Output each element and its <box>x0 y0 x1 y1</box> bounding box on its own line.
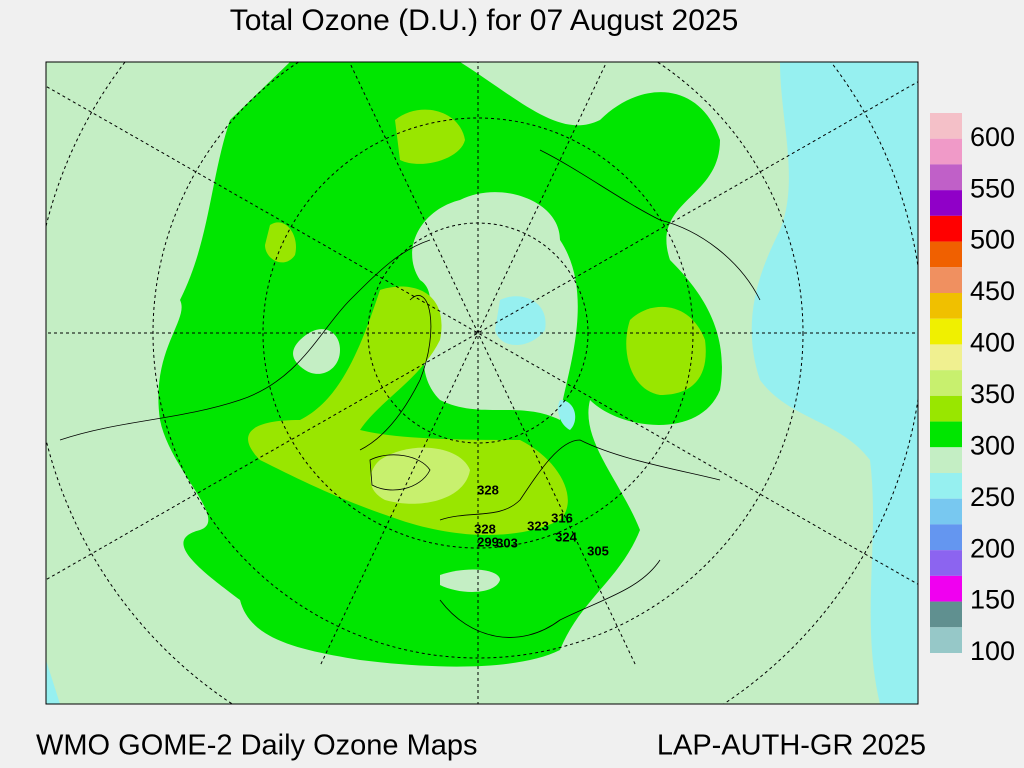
ozone-250-area <box>412 192 578 420</box>
legend-swatch <box>930 601 962 628</box>
legend-label: 450 <box>970 276 1015 306</box>
station-value: 328 <box>477 482 499 497</box>
footer-left: WMO GOME-2 Daily Ozone Maps <box>36 730 478 762</box>
ozone-350-area <box>395 109 465 164</box>
station-value: 303 <box>496 535 518 550</box>
ozone-250-area <box>293 329 340 374</box>
legend-label: 550 <box>970 173 1015 203</box>
legend-swatch <box>930 267 962 293</box>
legend-swatch <box>930 627 962 653</box>
legend-swatch <box>930 318 962 345</box>
ozone-350-area <box>626 306 706 395</box>
legend-swatch <box>930 164 962 191</box>
legend-swatch <box>930 190 962 216</box>
legend-swatch <box>930 215 962 242</box>
legend-label: 100 <box>970 636 1015 666</box>
legend-swatch <box>930 524 962 551</box>
legend-swatch <box>930 344 962 371</box>
ozone-350-area <box>248 286 568 535</box>
low-ozone-area <box>558 400 576 430</box>
ozone-250-area <box>440 569 500 592</box>
legend-swatch <box>930 113 962 139</box>
legend-swatch <box>930 138 962 165</box>
legend-label: 150 <box>970 585 1015 615</box>
legend-label: 500 <box>970 225 1015 255</box>
station-value: 305 <box>587 543 609 558</box>
legend-swatch <box>930 575 962 602</box>
low-ozone-area <box>495 296 546 345</box>
station-value: 323 <box>527 518 549 533</box>
low-ozone-area <box>46 660 60 704</box>
legend-swatch <box>930 550 962 576</box>
legend-label: 250 <box>970 482 1015 512</box>
legend-label: 200 <box>970 533 1015 563</box>
legend-swatch <box>930 293 962 319</box>
legend-label: 400 <box>970 328 1015 358</box>
legend-label: 600 <box>970 122 1015 152</box>
low-ozone-area <box>751 62 918 704</box>
title: Total Ozone (D.U.) for 07 August 2025 <box>230 4 739 37</box>
legend-swatch <box>930 473 962 499</box>
legend-swatch <box>930 498 962 525</box>
station-value: 316 <box>551 510 573 525</box>
station-value: 328 <box>474 521 496 536</box>
map-frame <box>45 61 919 705</box>
legend-swatch <box>930 421 962 448</box>
legend-swatch <box>930 241 962 268</box>
footer-right: LAP-AUTH-GR 2025 <box>657 730 926 762</box>
legend: 600 550 500 450 400 350 300 250 200 150 100 <box>930 113 1015 666</box>
legend-label: 300 <box>970 430 1015 460</box>
ozone-350-area <box>265 222 296 263</box>
legend-swatch <box>930 447 962 473</box>
station-value: 299 <box>477 534 499 549</box>
legend-swatch <box>930 395 962 422</box>
coastlines <box>59 149 761 638</box>
legend-label: 350 <box>970 379 1015 409</box>
legend-swatch <box>930 370 962 396</box>
station-value: 324 <box>555 529 577 544</box>
